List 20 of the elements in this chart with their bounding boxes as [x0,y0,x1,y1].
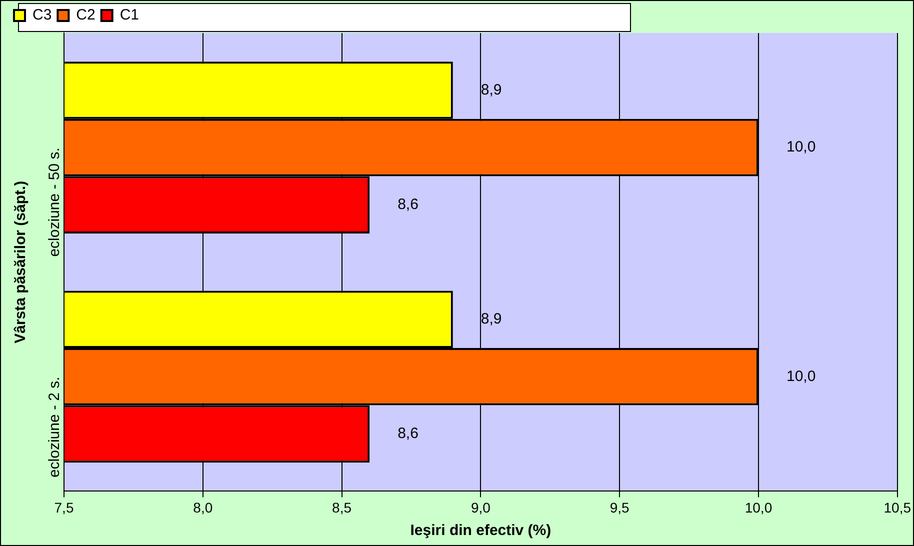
x-tick-label: 8,0 [193,499,213,516]
legend-label: C2 [76,6,96,24]
legend-label: C3 [32,6,52,24]
x-tick-label: 8,5 [332,499,352,516]
x-axis-title: Ieşiri din efectiv (%) [410,522,552,540]
data-label: 8,6 [398,196,418,213]
y-axis-title: Vârsta păsărilor (săpt.) [12,180,30,344]
x-tick-label: 7,5 [54,499,74,516]
x-tick-label: 10,0 [744,499,772,516]
data-label: 8,9 [480,310,502,328]
data-label: 8,9 [480,81,502,98]
legend-label: C1 [120,6,140,24]
x-tick-label: 9,0 [470,499,491,516]
y-tick-label: ecloziune - 2 s. [46,376,64,478]
data-label: 10,0 [786,368,816,385]
x-tick-label: 9,5 [610,499,630,516]
y-tick-label: ecloziune - 50 s. [46,148,64,257]
x-tick-label: 10,5 [884,499,912,516]
data-label: 8,6 [398,425,418,442]
data-label: 10,0 [786,138,816,156]
